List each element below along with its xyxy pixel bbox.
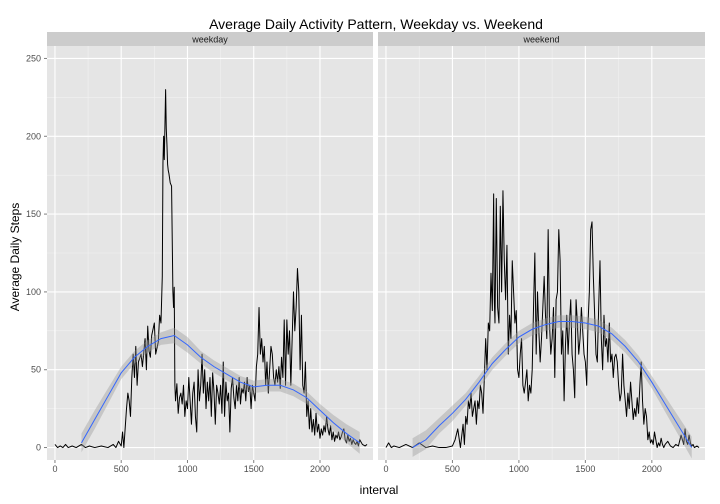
x-tick-label: 0	[52, 464, 57, 474]
y-tick-label: 250	[26, 53, 41, 63]
y-tick-label: 50	[31, 365, 41, 375]
smooth-trend-line-weekday	[81, 334, 361, 444]
strip-weekday	[47, 32, 373, 46]
confidence-band-weekday	[81, 327, 360, 454]
x-tick-label: 2000	[310, 464, 330, 474]
observed-steps-line-weekend	[385, 190, 700, 449]
chart-title: Average Daily Activity Pattern, Weekday …	[209, 16, 543, 32]
x-tick-label: 1500	[575, 464, 595, 474]
y-axis-title: Average Daily Steps	[8, 203, 22, 312]
y-tick-label: 0	[36, 443, 41, 453]
panel-weekend: weekend 0 500 1000 1500 2000	[378, 32, 705, 474]
x-tick-label: 1000	[177, 464, 197, 474]
x-tick-label: 500	[445, 464, 460, 474]
smooth-trend-line-weekend	[412, 320, 693, 448]
y-tick-label: 100	[26, 287, 41, 297]
panel-weekday: weekday 0 500 1000 1500 2000 0 50 100 150 200 250	[26, 32, 373, 474]
strip-label-weekend: weekend	[522, 35, 559, 45]
y-tick-label: 200	[26, 131, 41, 141]
x-tick-label: 500	[114, 464, 129, 474]
strip-weekend	[378, 32, 705, 46]
x-tick-label: 2000	[642, 464, 662, 474]
strip-label-weekday: weekday	[191, 35, 228, 45]
y-tick-label: 150	[26, 209, 41, 219]
observed-steps-line-weekday	[54, 89, 368, 449]
x-tick-label: 1000	[509, 464, 529, 474]
x-tick-label: 0	[383, 464, 388, 474]
x-tick-label: 1500	[244, 464, 264, 474]
x-axis-title: interval	[360, 483, 399, 497]
